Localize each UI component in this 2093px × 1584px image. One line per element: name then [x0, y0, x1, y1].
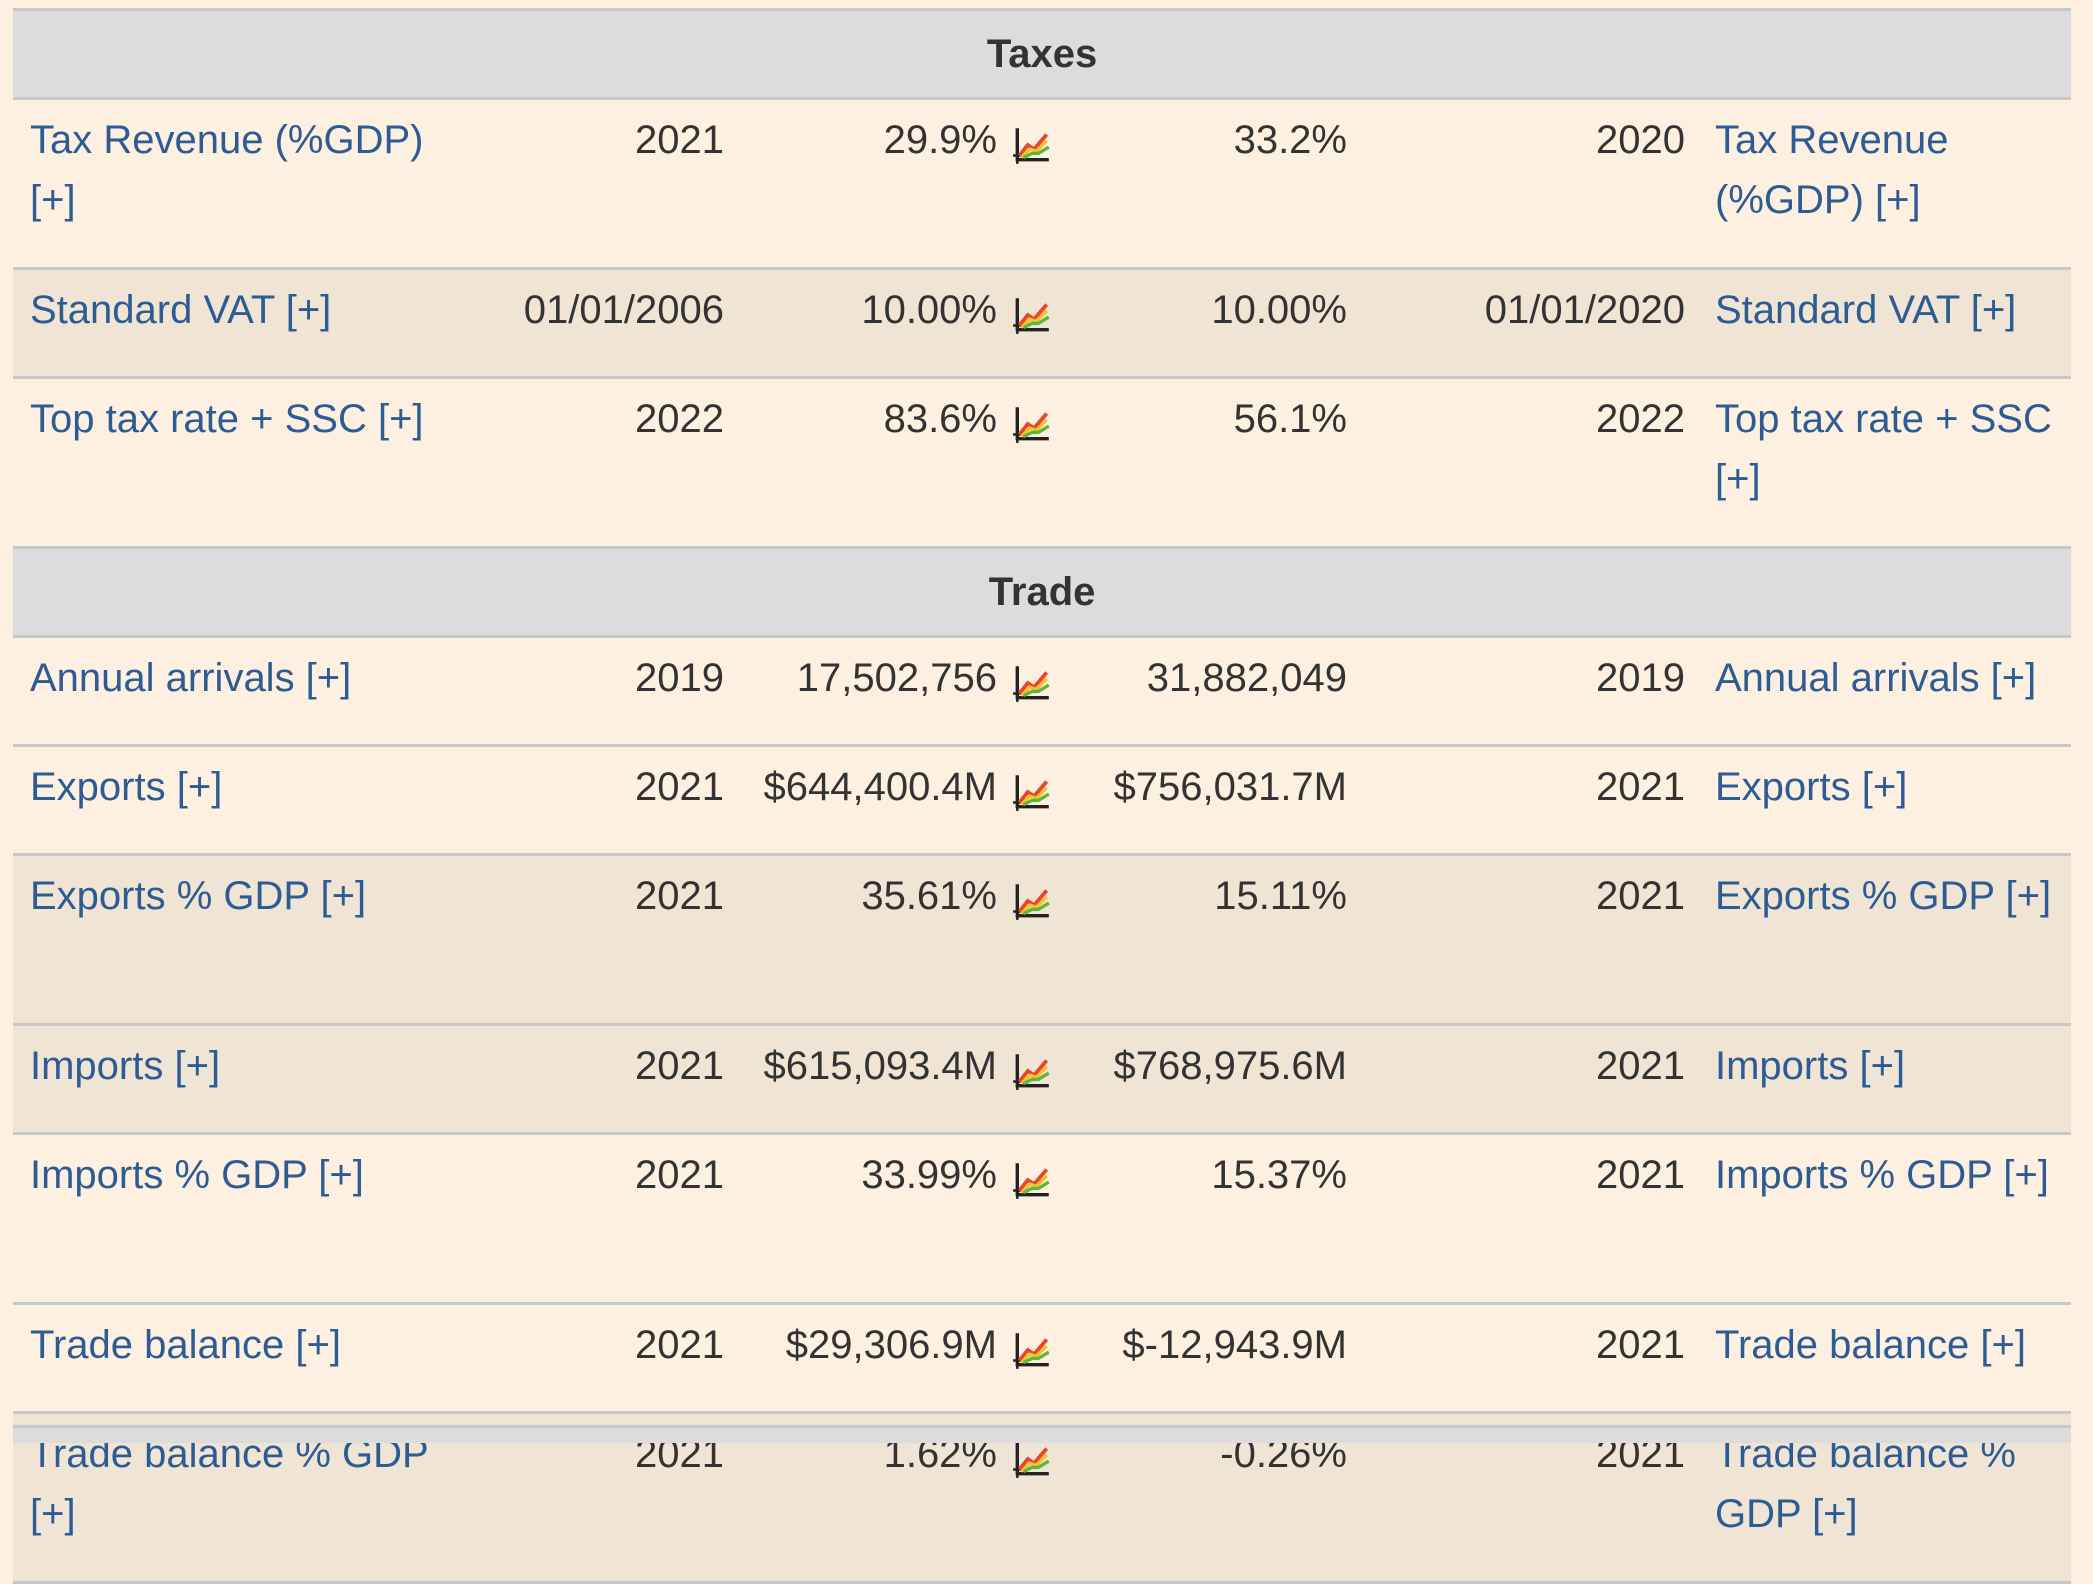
- year-left: 2019: [463, 635, 724, 747]
- row-label-right[interactable]: Exports [+]: [1685, 744, 2072, 856]
- row-label-right[interactable]: Exports % GDP [+]: [1685, 853, 2072, 1026]
- year-left: 01/01/2006: [463, 267, 724, 379]
- section-title: Taxes: [13, 8, 2072, 100]
- line-chart-icon[interactable]: [1011, 1159, 1053, 1201]
- year-left: 2021: [463, 1132, 724, 1305]
- line-chart-icon[interactable]: [1011, 1438, 1053, 1480]
- year-right: 2022: [1347, 376, 1685, 549]
- table-row: Exports [+] 2021 $644,400.4M $756,031.7M…: [13, 744, 2072, 856]
- row-label-right[interactable]: Trade balance [+]: [1685, 1302, 2072, 1414]
- year-right: 2021: [1347, 1302, 1685, 1414]
- line-chart-icon[interactable]: [1011, 771, 1053, 813]
- table-row: Trade balance [+] 2021 $29,306.9M $-12,9…: [13, 1302, 2072, 1414]
- value-left: 29.9%: [724, 97, 997, 270]
- line-chart-icon[interactable]: [1011, 403, 1053, 445]
- year-left: 2021: [463, 1023, 724, 1135]
- value-right: 10.00%: [1067, 267, 1347, 379]
- value-left: $29,306.9M: [724, 1302, 997, 1414]
- year-right: 01/01/2020: [1347, 267, 1685, 379]
- row-label-left[interactable]: Trade balance [+]: [13, 1302, 463, 1414]
- row-label-left[interactable]: Annual arrivals [+]: [13, 635, 463, 747]
- table-row: Annual arrivals [+] 2019 17,502,756 31,8…: [13, 635, 2072, 747]
- line-chart-icon[interactable]: [1011, 1050, 1053, 1092]
- row-label-left[interactable]: Top tax rate + SSC [+]: [13, 376, 463, 549]
- chart-cell[interactable]: [997, 853, 1067, 1026]
- year-left: 2022: [463, 376, 724, 549]
- value-left: 17,502,756: [724, 635, 997, 747]
- value-right: 15.37%: [1067, 1132, 1347, 1305]
- year-right: 2021: [1347, 1132, 1685, 1305]
- chart-cell[interactable]: [997, 635, 1067, 747]
- value-right: 31,882,049: [1067, 635, 1347, 747]
- value-left: $644,400.4M: [724, 744, 997, 856]
- value-left: 33.99%: [724, 1132, 997, 1305]
- line-chart-icon[interactable]: [1011, 662, 1053, 704]
- table-row: Imports [+] 2021 $615,093.4M $768,975.6M…: [13, 1023, 2072, 1135]
- row-label-right[interactable]: Standard VAT [+]: [1685, 267, 2072, 379]
- section-title: Trade: [13, 546, 2072, 638]
- year-right: 2019: [1347, 635, 1685, 747]
- chart-cell[interactable]: [997, 97, 1067, 270]
- row-label-left[interactable]: Tax Revenue (%GDP) [+]: [13, 97, 463, 270]
- value-left: 10.00%: [724, 267, 997, 379]
- value-left: 35.61%: [724, 853, 997, 1026]
- section-header-taxes: Taxes: [13, 8, 2072, 100]
- year-right: 2020: [1347, 97, 1685, 270]
- chart-cell[interactable]: [997, 1132, 1067, 1305]
- row-label-right[interactable]: Top tax rate + SSC [+]: [1685, 376, 2072, 549]
- value-right: 56.1%: [1067, 376, 1347, 549]
- row-label-left[interactable]: Standard VAT [+]: [13, 267, 463, 379]
- section-header-trade: Trade: [13, 546, 2072, 638]
- value-left: 83.6%: [724, 376, 997, 549]
- chart-cell[interactable]: [997, 376, 1067, 549]
- chart-cell[interactable]: [997, 1302, 1067, 1414]
- year-left: 2021: [463, 853, 724, 1026]
- table-row: Exports % GDP [+] 2021 35.61% 15.11% 202…: [13, 853, 2072, 1026]
- value-left: $615,093.4M: [724, 1023, 997, 1135]
- row-label-right[interactable]: Imports [+]: [1685, 1023, 2072, 1135]
- row-label-left[interactable]: Exports [+]: [13, 744, 463, 856]
- table-row: Tax Revenue (%GDP) [+] 2021 29.9% 33.2% …: [13, 97, 2072, 270]
- value-right: 33.2%: [1067, 97, 1347, 270]
- table-row: Top tax rate + SSC [+] 2022 83.6% 56.1% …: [13, 376, 2072, 549]
- line-chart-icon[interactable]: [1011, 124, 1053, 166]
- value-right: 15.11%: [1067, 853, 1347, 1026]
- year-left: 2021: [463, 1302, 724, 1414]
- row-label-right[interactable]: Annual arrivals [+]: [1685, 635, 2072, 747]
- row-label-left[interactable]: Exports % GDP [+]: [13, 853, 463, 1026]
- chart-cell[interactable]: [997, 267, 1067, 379]
- year-right: 2021: [1347, 853, 1685, 1026]
- comparison-table-container: Taxes Tax Revenue (%GDP) [+] 2021 29.9% …: [13, 8, 2072, 1584]
- value-right: $-12,943.9M: [1067, 1302, 1347, 1414]
- table-row: Imports % GDP [+] 2021 33.99% 15.37% 202…: [13, 1132, 2072, 1305]
- year-right: 2021: [1347, 744, 1685, 856]
- year-left: 2021: [463, 744, 724, 856]
- row-label-right[interactable]: Imports % GDP [+]: [1685, 1132, 2072, 1305]
- row-label-left[interactable]: Imports % GDP [+]: [13, 1132, 463, 1305]
- line-chart-icon[interactable]: [1011, 1329, 1053, 1371]
- year-left: 2021: [463, 97, 724, 270]
- value-right: $768,975.6M: [1067, 1023, 1347, 1135]
- table-row: Standard VAT [+] 01/01/2006 10.00% 10.00…: [13, 267, 2072, 379]
- row-label-right[interactable]: Tax Revenue (%GDP) [+]: [1685, 97, 2072, 270]
- line-chart-icon[interactable]: [1011, 294, 1053, 336]
- line-chart-icon[interactable]: [1011, 880, 1053, 922]
- chart-cell[interactable]: [997, 1023, 1067, 1135]
- row-label-left[interactable]: Imports [+]: [13, 1023, 463, 1135]
- next-section-header: [13, 1425, 2071, 1443]
- chart-cell[interactable]: [997, 744, 1067, 856]
- value-right: $756,031.7M: [1067, 744, 1347, 856]
- comparison-table: Taxes Tax Revenue (%GDP) [+] 2021 29.9% …: [13, 8, 2072, 1584]
- year-right: 2021: [1347, 1023, 1685, 1135]
